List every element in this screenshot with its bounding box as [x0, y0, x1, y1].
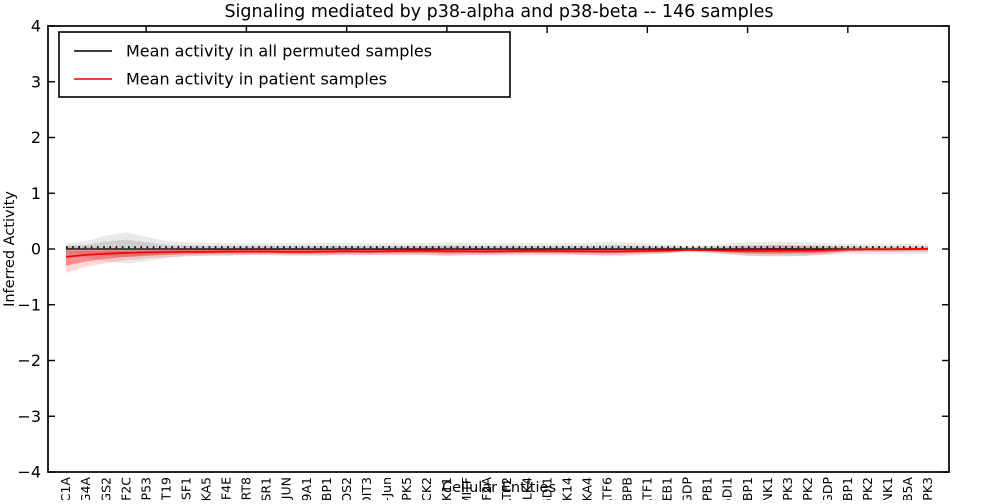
x-tick-label: CEBPB	[620, 477, 635, 500]
x-tick-label: MEF2A	[479, 477, 494, 500]
x-tick-label: PLA2G4A	[78, 477, 93, 500]
y-tick-label: 4	[31, 17, 41, 36]
x-tick-label: CREB1	[660, 477, 675, 500]
x-tick-label: p38alpha-beta/MAPKAPK2	[800, 477, 815, 500]
x-tick-label: RAB5A	[900, 477, 915, 500]
x-tick-label: ESR1	[259, 477, 274, 500]
x-tick-label: KRT19	[158, 477, 173, 500]
y-tick-label: 0	[31, 240, 41, 259]
x-tick-label: DDIT3	[359, 477, 374, 500]
x-tick-label: MEF2C	[118, 477, 133, 500]
x-tick-label: EIF4E	[219, 477, 234, 500]
legend-label-patient: Mean activity in patient samples	[126, 70, 387, 89]
x-tick-label: p38alpha-beta/MNK1	[760, 477, 775, 500]
x-tick-label: p38alpha-beta/MAPKAPK3	[780, 477, 795, 500]
x-tick-label: SLC9A1	[299, 477, 314, 500]
x-tick-label: MAPK11	[439, 477, 454, 500]
x-tick-label: ATF2	[499, 477, 514, 500]
x-tick-label: RAB5/GDP	[820, 477, 835, 500]
x-tick-label: MAPK14	[559, 477, 574, 500]
plot-area: 4 3 2 1 0 −1 −2 −3 −4 PPARGC1A PLA2G4A PTGS2 MEF2C TP…	[17, 17, 950, 504]
legend: Mean activity in all permuted samples Me…	[58, 31, 511, 98]
patient-mean-line	[65, 247, 929, 258]
x-tick-label: RPS6KA5	[199, 477, 214, 500]
x-tick-label: p38alpha-beta/HBP1	[740, 477, 755, 500]
x-tick-label: USF1	[178, 477, 193, 500]
y-tick-label: −4	[17, 463, 41, 482]
x-tick-label: MAPKAPK5	[399, 477, 414, 500]
x-tick-label: mol:GDP	[680, 477, 695, 500]
legend-box	[58, 31, 511, 98]
x-tick-label: TP53	[138, 477, 153, 500]
x-tick-label: ELK4	[519, 477, 534, 500]
x-tick-label: HSPB1	[700, 477, 715, 500]
x-tick-label: HBP1	[840, 477, 855, 500]
x-tick-label: p38alpha-beta/CK2	[419, 477, 434, 500]
y-axis-title: Inferred Activity	[2, 191, 18, 307]
x-axis-title: Cellular Entities	[442, 480, 556, 496]
x-tick-label: JUN	[279, 477, 294, 500]
x-tick-label: ATF6	[599, 477, 614, 500]
legend-label-permuted: Mean activity in all permuted samples	[126, 42, 432, 61]
x-tick-label: MAPKAPK3	[920, 477, 935, 500]
y-tick-label: 3	[31, 72, 41, 91]
x-tick-label: MITF	[459, 477, 474, 500]
x-tick-label: ATF1	[640, 477, 655, 500]
permuted-band-outer	[66, 232, 928, 264]
x-tick-label: RAB5/GDP/GDI1	[720, 477, 735, 500]
x-tick-label: MAPKAPK2	[860, 477, 875, 500]
x-tick-label: PTGS2	[98, 477, 113, 500]
y-tick-label: −2	[17, 351, 41, 370]
x-tick-label: EIF4EBP1	[319, 477, 334, 500]
x-tick-label: GDI1	[539, 477, 554, 500]
y-tick-label: −1	[17, 295, 41, 314]
chart-title: Signaling mediated by p38-alpha and p38-…	[224, 2, 773, 22]
x-tick-label: RPS6KA4	[579, 477, 594, 500]
y-tick-label: 2	[31, 128, 41, 147]
x-tick-label: ATF2/c-Jun	[379, 477, 394, 500]
x-tick-label: PPARGC1A	[58, 477, 73, 500]
y-tick-label: −3	[17, 407, 41, 426]
x-tick-label: MKNK1	[880, 477, 895, 500]
x-tick-label: NOS2	[339, 477, 354, 500]
x-tick-label: KRT8	[239, 477, 254, 500]
y-tick-label: 1	[31, 184, 41, 203]
